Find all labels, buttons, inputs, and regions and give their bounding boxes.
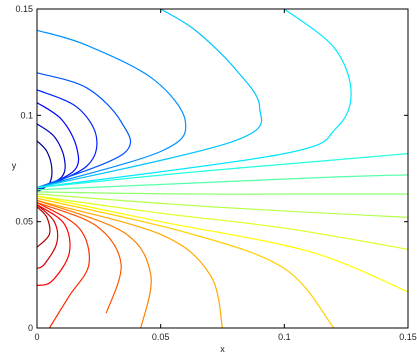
contour-line-9 <box>36 153 409 189</box>
y-tick-label: 0.15 <box>15 4 33 14</box>
contour-line-11 <box>36 191 408 195</box>
contour-line-22 <box>36 206 51 248</box>
contour-line-15 <box>36 197 335 329</box>
x-tick-label: 0.15 <box>399 332 417 342</box>
x-tick-label: 0 <box>34 332 39 342</box>
x-tick-label: 0.05 <box>152 332 170 342</box>
y-tick-label: 0 <box>28 323 33 333</box>
contour-line-6 <box>36 29 187 189</box>
contour-line-5 <box>36 72 132 189</box>
contour-line-20 <box>36 204 71 287</box>
contour-line-14 <box>36 195 409 293</box>
contour-line-10 <box>36 174 409 191</box>
contour-line-16 <box>36 199 224 329</box>
y-axis-ticks: 0 0.05 0.1 0.15 <box>15 4 408 333</box>
contour-lines <box>36 8 409 329</box>
contour-line-18 <box>36 201 122 314</box>
contour-line-3 <box>36 102 80 191</box>
contour-line-8 <box>36 8 352 189</box>
x-axis-ticks: 0 0.05 0.1 0.15 <box>34 9 417 342</box>
contour-line-19 <box>36 202 90 329</box>
contour-line-13 <box>36 195 409 250</box>
y-tick-label: 0.1 <box>20 110 33 120</box>
contour-line-17 <box>36 199 152 329</box>
x-axis-label: x <box>220 344 225 354</box>
contour-line-12 <box>36 193 409 219</box>
y-axis-label: y <box>12 161 17 171</box>
contour-line-7 <box>36 8 263 189</box>
contour-line-4 <box>36 89 98 191</box>
contour-line-21 <box>36 204 59 270</box>
x-tick-label: 0.1 <box>278 332 291 342</box>
y-tick-label: 0.05 <box>15 217 33 227</box>
plot-frame <box>36 8 409 329</box>
